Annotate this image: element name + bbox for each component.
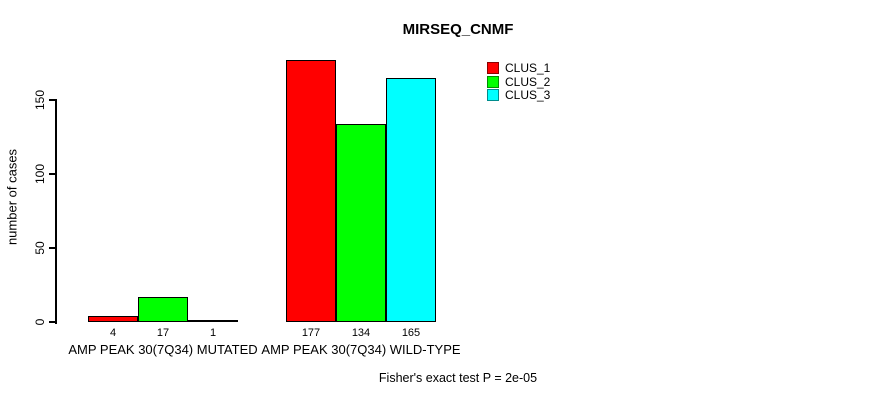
bar-clus_3-group1 [188, 319, 238, 322]
y-axis-tick [49, 99, 57, 101]
y-axis-label: number of cases [4, 148, 20, 246]
legend-swatch-clus_3 [487, 89, 499, 102]
bar-value-label: 4 [109, 327, 117, 339]
legend-label: CLUS_2 [505, 74, 551, 89]
legend-label: CLUS_3 [505, 88, 551, 102]
y-axis-tick [49, 247, 57, 249]
legend-swatch-clus_1 [487, 62, 499, 75]
bar-clus_2-group2 [336, 123, 386, 322]
legend-swatch-clus_2 [487, 75, 499, 88]
y-axis-tick-label: 150 [33, 89, 47, 111]
bar-value-label: 177 [301, 327, 321, 339]
y-axis-tick [49, 173, 57, 175]
bar-clus_3-group2 [386, 77, 436, 322]
bar-value-label: 1 [209, 327, 217, 339]
y-axis-tick-label: 100 [33, 163, 47, 185]
y-axis-tick [49, 321, 57, 323]
bar-clus_1-group1 [88, 316, 138, 322]
y-axis-line [55, 99, 57, 324]
y-axis-tick-label: 0 [33, 318, 47, 326]
bar-clus_1-group2 [286, 60, 336, 322]
bar-value-label: 17 [156, 327, 170, 339]
y-axis-tick-label: 50 [33, 241, 47, 255]
legend-label: CLUS_1 [505, 61, 551, 75]
legend-item-clus_2: CLUS_2 [487, 74, 551, 89]
legend: CLUS_1 CLUS_2 CLUS_3 [487, 62, 550, 102]
bar-value-label: 165 [401, 327, 421, 339]
bar-value-label: 134 [351, 327, 371, 339]
bar-clus_2-group1 [138, 296, 188, 322]
chart-title: MIRSEQ_CNMF [402, 21, 514, 38]
x-category-label: AMP PEAK 30(7Q34) WILD-TYPE [261, 342, 461, 357]
x-category-label: AMP PEAK 30(7Q34) MUTATED [68, 342, 258, 357]
legend-item-clus_1: CLUS_1 [487, 62, 550, 75]
legend-item-clus_3: CLUS_3 [487, 89, 550, 102]
fisher-test-annotation: Fisher's exact test P = 2e-05 [378, 371, 538, 385]
